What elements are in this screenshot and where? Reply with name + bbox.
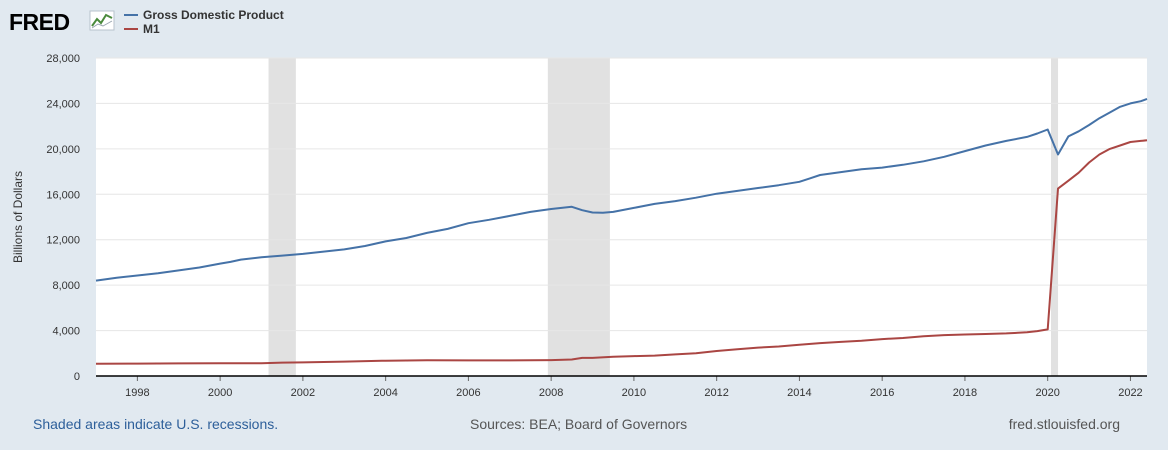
fred-logo-text: FRED <box>9 9 70 35</box>
fred-logo-chart-icon <box>89 10 115 31</box>
y-tick-label: 4,000 <box>52 326 80 338</box>
x-tick-label: 2016 <box>870 387 894 399</box>
y-tick-label: 8,000 <box>52 280 80 292</box>
x-tick-label: 2000 <box>208 387 232 399</box>
recession-band-1 <box>268 58 296 376</box>
y-tick-label: 16,000 <box>46 189 80 201</box>
y-axis: 0 4,000 8,000 12,000 16,000 20,000 24,000 28,00… <box>46 53 80 383</box>
site-link[interactable]: fred.stlouisfed.org <box>1008 416 1120 432</box>
x-tick-label: 2010 <box>622 387 646 399</box>
y-tick-label: 0 <box>74 371 80 383</box>
recession-note: Shaded areas indicate U.S. recessions. <box>33 416 279 432</box>
x-tick-label: 2022 <box>1118 387 1142 399</box>
fred-logo[interactable]: FRED <box>9 9 115 35</box>
y-tick-label: 28,000 <box>46 53 80 65</box>
y-tick-label: 20,000 <box>46 144 80 156</box>
x-tick-label: 2006 <box>456 387 480 399</box>
x-tick-label: 1998 <box>125 387 149 399</box>
x-tick-label: 2014 <box>787 387 811 399</box>
x-tick-label: 2012 <box>704 387 728 399</box>
plot-area <box>96 58 1147 376</box>
gridlines <box>96 57 1147 332</box>
x-axis: 1998 2000 2002 2004 2006 2008 2010 2012 2014 2016… <box>125 376 1143 399</box>
y-axis-title: Billions of Dollars <box>11 171 25 263</box>
recession-band-2 <box>547 58 610 376</box>
series-line-gdp[interactable] <box>95 97 1148 282</box>
y-tick-label: 24,000 <box>46 98 80 110</box>
y-tick-label: 12,000 <box>46 235 80 247</box>
recession-shading <box>268 58 1059 376</box>
sources-text: Sources: BEA; Board of Governors <box>470 416 688 432</box>
recession-band-3 <box>1051 58 1059 376</box>
legend-label-m1[interactable]: M1 <box>143 22 160 36</box>
x-tick-label: 2008 <box>539 387 563 399</box>
series-line-m1[interactable] <box>95 139 1148 365</box>
x-tick-label: 2020 <box>1035 387 1059 399</box>
legend-label-gdp[interactable]: Gross Domestic Product <box>143 8 284 22</box>
series-lines <box>95 97 1148 365</box>
x-tick-label: 2018 <box>953 387 977 399</box>
x-tick-label: 2002 <box>291 387 315 399</box>
x-tick-label: 2004 <box>373 387 397 399</box>
